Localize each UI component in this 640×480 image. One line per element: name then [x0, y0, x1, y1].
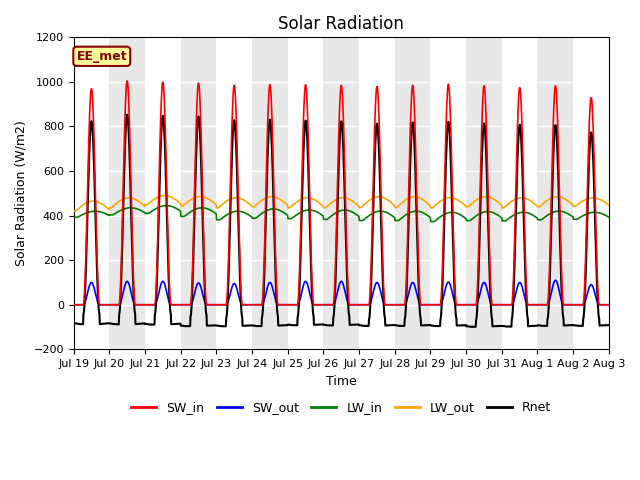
Rnet: [176, 321, 184, 326]
Bar: [538, 37, 573, 349]
Rnet: [425, 322, 433, 328]
SW_in: [176, 302, 184, 308]
LW_out: [189, 196, 197, 202]
Bar: [252, 37, 288, 349]
Bar: [466, 37, 502, 349]
LW_in: [249, 216, 257, 221]
LW_in: [176, 208, 184, 214]
LW_in: [605, 214, 612, 220]
LW_out: [249, 204, 257, 210]
Rnet: [249, 323, 257, 328]
Y-axis label: Solar Radiation (W/m2): Solar Radiation (W/m2): [15, 120, 28, 266]
SW_out: [541, 302, 549, 308]
SW_in: [123, 78, 131, 84]
Line: LW_in: LW_in: [74, 205, 609, 222]
Rnet: [605, 322, 612, 328]
Bar: [395, 37, 431, 349]
SW_in: [249, 302, 257, 308]
SW_in: [495, 302, 502, 308]
Line: LW_out: LW_out: [74, 195, 609, 211]
Rnet: [495, 323, 502, 329]
LW_in: [495, 213, 502, 218]
Bar: [180, 37, 216, 349]
Rnet: [124, 112, 131, 118]
LW_out: [542, 199, 550, 204]
Line: SW_in: SW_in: [74, 81, 609, 305]
SW_out: [424, 302, 432, 308]
Rnet: [189, 263, 197, 269]
SW_in: [70, 302, 77, 308]
LW_in: [425, 213, 433, 219]
LW_out: [495, 200, 502, 205]
LW_out: [605, 202, 612, 208]
LW_out: [161, 192, 168, 198]
Line: Rnet: Rnet: [74, 115, 609, 327]
LW_out: [70, 208, 77, 214]
Bar: [323, 37, 359, 349]
SW_out: [249, 302, 257, 308]
LW_in: [70, 215, 77, 220]
LW_out: [176, 200, 184, 206]
Line: SW_out: SW_out: [74, 280, 609, 305]
SW_out: [552, 277, 559, 283]
Legend: SW_in, SW_out, LW_in, LW_out, Rnet: SW_in, SW_out, LW_in, LW_out, Rnet: [126, 396, 556, 419]
Rnet: [70, 321, 77, 326]
Text: EE_met: EE_met: [76, 50, 127, 63]
Title: Solar Radiation: Solar Radiation: [278, 15, 404, 33]
LW_in: [427, 219, 435, 225]
SW_out: [176, 302, 184, 308]
LW_out: [425, 201, 433, 207]
LW_in: [542, 214, 550, 219]
SW_out: [70, 302, 77, 308]
SW_in: [542, 302, 550, 308]
LW_in: [189, 207, 197, 213]
X-axis label: Time: Time: [326, 374, 356, 387]
Bar: [109, 37, 145, 349]
SW_out: [605, 302, 612, 308]
SW_out: [189, 298, 196, 303]
Rnet: [542, 323, 550, 329]
SW_in: [425, 302, 433, 308]
SW_in: [605, 302, 612, 308]
SW_out: [494, 302, 502, 308]
SW_in: [189, 245, 197, 251]
Rnet: [472, 324, 479, 330]
LW_in: [163, 203, 170, 208]
